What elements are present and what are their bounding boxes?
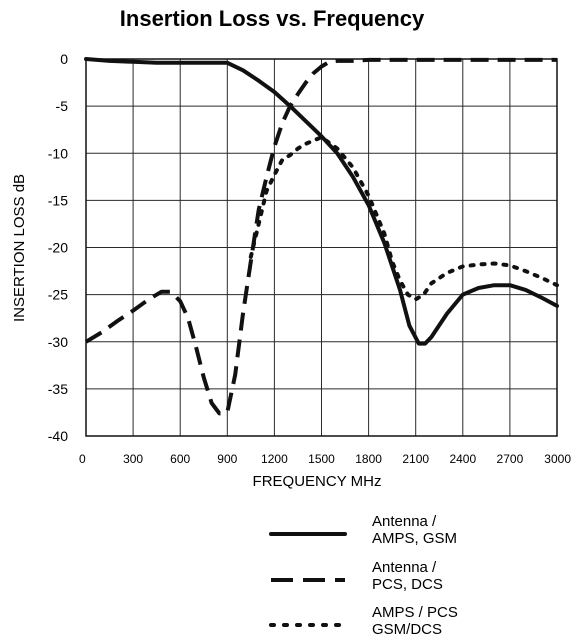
y-axis: 0 -5 -10 -15 -20 -25 -30 -35 -40	[48, 51, 68, 444]
y-tick-label: -15	[48, 192, 68, 208]
x-axis-label: FREQUENCY MHz	[253, 473, 382, 490]
y-tick-label: -35	[48, 381, 68, 397]
y-tick-label: 0	[60, 51, 68, 67]
x-tick-label: 2700	[497, 452, 524, 466]
legend-label: Antenna /	[372, 513, 437, 530]
y-tick-label: -10	[48, 145, 68, 161]
plot-frame	[85, 58, 558, 437]
x-tick-label: 300	[123, 452, 143, 466]
y-tick-label: -30	[48, 334, 68, 350]
x-tick-label: 900	[217, 452, 237, 466]
legend-label: AMPS / PCS	[372, 604, 458, 621]
x-tick-label: 2100	[402, 452, 429, 466]
legend-label: Antenna /	[372, 559, 437, 576]
y-tick-label: -25	[48, 287, 68, 303]
x-axis: 0 300 600 900 1200 1500 1800 2100 2400 2700 3000	[79, 452, 571, 466]
chart-title: Insertion Loss vs. Frequency	[120, 6, 425, 31]
y-tick-label: -20	[48, 240, 68, 256]
x-tick-label: 2400	[449, 452, 476, 466]
x-tick-label: 0	[79, 452, 86, 466]
y-axis-label: INSERTION LOSS dB	[11, 174, 28, 322]
x-tick-label: 600	[170, 452, 190, 466]
x-tick-label: 3000	[544, 452, 571, 466]
series-line-dashed	[84, 57, 557, 416]
y-tick-label: -5	[56, 98, 69, 114]
series-layer	[84, 57, 559, 416]
x-tick-label: 1500	[308, 452, 335, 466]
x-tick-label: 1200	[261, 452, 288, 466]
y-tick-label: -40	[48, 428, 68, 444]
series-line-solid	[84, 57, 559, 346]
x-tick-label: 1800	[355, 452, 382, 466]
legend-label: PCS, DCS	[372, 576, 443, 593]
grid	[85, 58, 558, 437]
legend-label: GSM/DCS	[372, 621, 442, 638]
series-line-dotted	[248, 135, 559, 302]
legend-label: AMPS, GSM	[372, 530, 457, 547]
